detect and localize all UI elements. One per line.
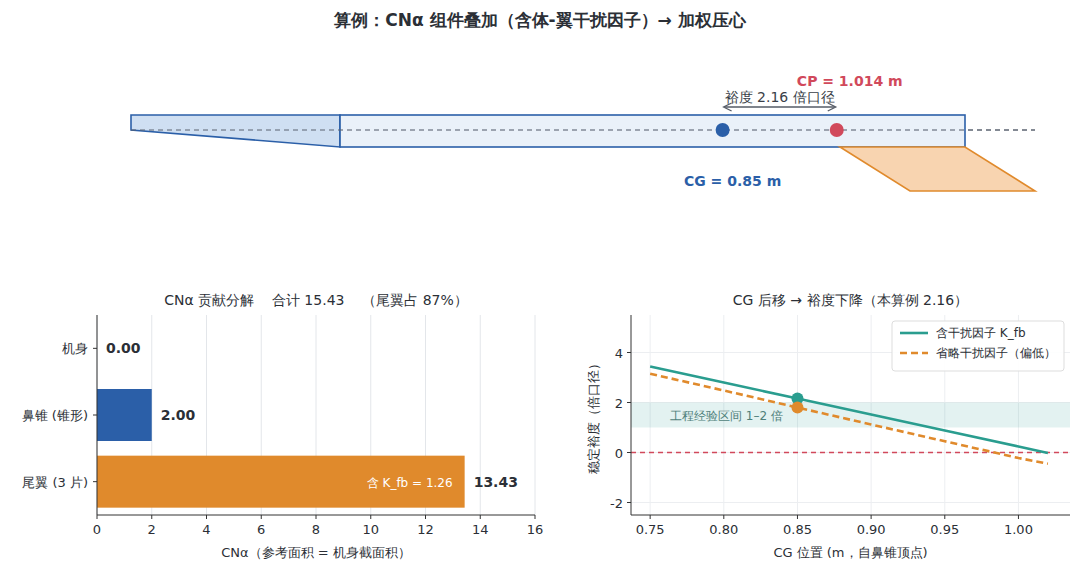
tick-mark (206, 515, 207, 519)
legend-label: 含干扰因子 K_fb (936, 326, 1026, 340)
body-tube (340, 115, 965, 147)
tick-mark (797, 515, 798, 519)
figure: 算例：CNα 组件叠加（含体-翼干扰因子）→ 加权压心裕度 2.16 倍口径CP… (0, 0, 1080, 574)
panel-title: CNα 贡献分解 合计 15.43 （尾翼占 87%） (164, 292, 468, 308)
data-label: 0.00 (106, 340, 141, 356)
band (631, 403, 1070, 428)
axis-line (631, 315, 632, 515)
axis-line (97, 315, 98, 515)
grid-line (631, 502, 1070, 503)
tick-label: 12 (417, 522, 434, 537)
tick-label: 8 (312, 522, 320, 537)
legend-swatch (900, 352, 928, 355)
tick-label: 0.95 (930, 522, 959, 537)
tick-label: 0 (93, 522, 101, 537)
tick-mark (93, 348, 97, 349)
fin (840, 147, 1035, 191)
tick-label: 0.85 (783, 522, 812, 537)
bar-annotation: 含 K_fb = 1.26 (367, 476, 453, 490)
margin-label: 裕度 2.16 倍口径 (725, 89, 835, 105)
tick-mark (261, 515, 262, 519)
category-label: 鼻锥 (锥形) (22, 408, 88, 423)
margin-arrow (725, 106, 835, 107)
tick-mark (370, 515, 371, 519)
tick-label: 14 (472, 522, 489, 537)
tick-mark (1018, 515, 1019, 519)
tick-mark (316, 515, 317, 519)
axis-title: CG 位置 (m，自鼻锥顶点) (773, 545, 927, 560)
tick-mark (151, 515, 152, 519)
tick-label: 4 (615, 346, 623, 361)
series-line (650, 374, 1048, 464)
tick-label: 0.75 (636, 522, 665, 537)
tick-label: 6 (257, 522, 265, 537)
line-chart: CG 后移 → 裕度下降（本算例 2.16） 0.75 0.80 0.85 0.90 0.… (586, 292, 1070, 560)
tick-mark (425, 515, 426, 519)
bar (97, 389, 152, 441)
reference-line (631, 452, 1070, 453)
tick-label: 4 (202, 522, 210, 537)
tick-mark (627, 402, 631, 403)
tick-mark (97, 515, 98, 519)
grid-line (631, 452, 1070, 453)
data-label: 13.43 (474, 474, 518, 490)
tick-mark (723, 515, 724, 519)
rocket-diagram: 裕度 2.16 倍口径CP = 1.014 m CG = 0.85 m (131, 73, 1035, 191)
tick-label: 2 (148, 522, 156, 537)
axis-title: 稳定裕度（倍口径） (586, 357, 601, 474)
tick-label: 0.90 (857, 522, 886, 537)
axis-line (97, 515, 535, 516)
panel-title: CG 后移 → 裕度下降（本算例 2.16） (733, 292, 968, 308)
highlight-point (791, 402, 803, 414)
tick-mark (871, 515, 872, 519)
grid-line (535, 315, 536, 515)
tick-label: 10 (362, 522, 379, 537)
category-label: 尾翼 (3 片) (22, 475, 88, 490)
tick-mark (944, 515, 945, 519)
cg-label: CG = 0.85 m (684, 173, 781, 189)
center-line (131, 130, 1035, 131)
tick-label: 2 (615, 396, 623, 411)
tick-label: 1.00 (1004, 522, 1033, 537)
main-title: 算例：CNα 组件叠加（含体-翼干扰因子）→ 加权压心 (333, 10, 747, 30)
data-label: 2.00 (161, 407, 196, 423)
axis-line (631, 515, 1070, 516)
axis-title: CNα（参考面积 = 机身截面积） (221, 545, 411, 560)
grid-line (97, 315, 98, 515)
tick-mark (480, 515, 481, 519)
legend-box (892, 321, 1064, 371)
cp-dot (830, 123, 844, 137)
tick-mark (627, 352, 631, 353)
category-label: 机身 (62, 341, 88, 356)
tick-label: 0 (615, 446, 623, 461)
cg-dot (716, 123, 730, 137)
bar-chart: CNα 贡献分解 合计 15.43 （尾翼占 87%） 0 2 4 6 8 10 12 14 16… (22, 292, 544, 560)
legend-label: 省略干扰因子（偏低） (936, 346, 1056, 360)
legend: 含干扰因子 K_fb 省略干扰因子（偏低） (892, 321, 1064, 371)
bar (97, 456, 465, 508)
tick-label: 0.80 (709, 522, 738, 537)
band-label: 工程经验区间 1–2 倍 (670, 409, 783, 423)
tick-mark (627, 502, 631, 503)
legend-swatch (900, 332, 928, 335)
plot-marks (631, 367, 1070, 464)
tick-mark (535, 515, 536, 519)
tick-label: -2 (610, 496, 623, 511)
tick-mark (93, 415, 97, 416)
series-line (650, 367, 1048, 454)
tick-label: 16 (527, 522, 544, 537)
tick-mark (627, 452, 631, 453)
tick-mark (650, 515, 651, 519)
cp-label: CP = 1.014 m (797, 73, 903, 89)
center-line-over (131, 130, 1035, 131)
tick-mark (93, 481, 97, 482)
nose-cone (131, 115, 340, 147)
bars (97, 389, 465, 508)
